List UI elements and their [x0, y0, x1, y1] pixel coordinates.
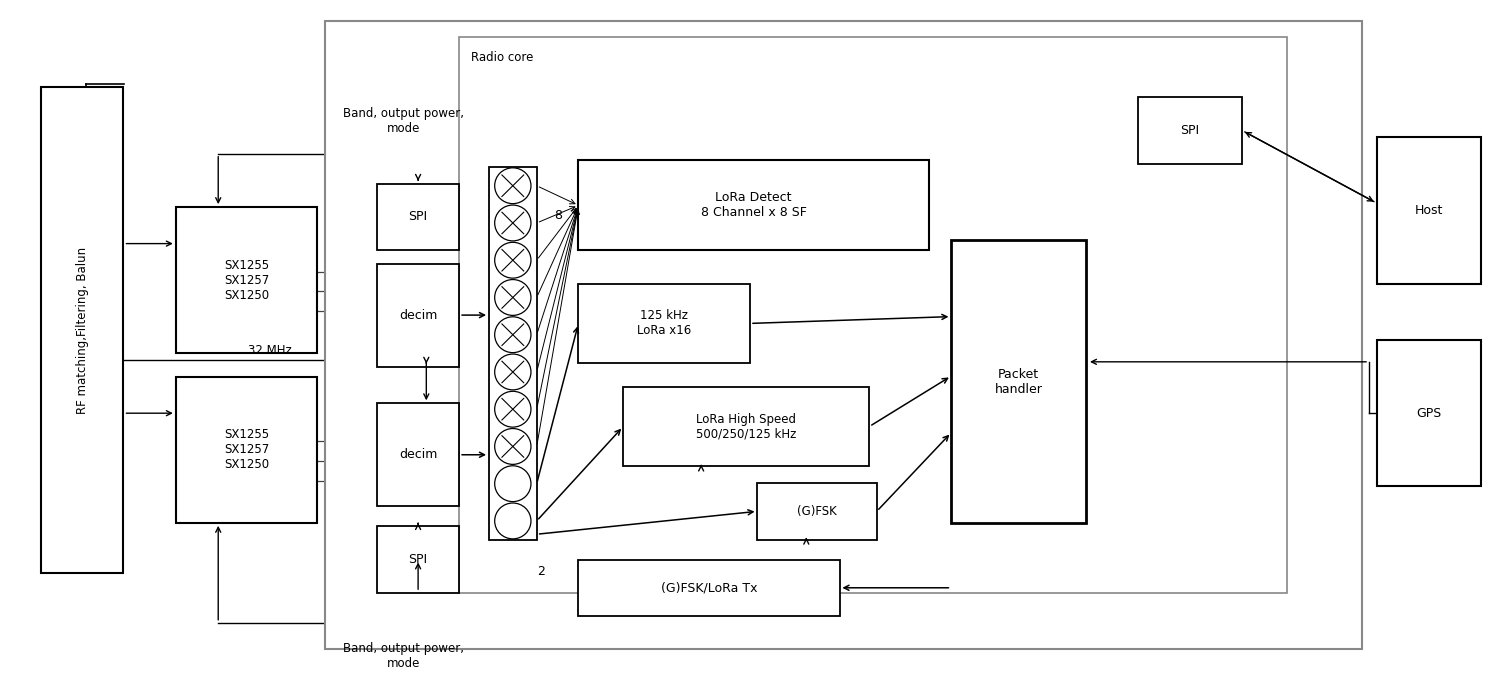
Bar	[376, 403, 459, 506]
Bar	[579, 160, 928, 250]
Bar	[1377, 340, 1480, 486]
Bar	[326, 21, 1362, 649]
Text: Band, output power,
mode: Band, output power, mode	[342, 642, 464, 670]
Bar	[622, 387, 870, 466]
Bar	[579, 284, 750, 364]
Text: decim: decim	[399, 309, 438, 322]
Bar	[42, 87, 123, 573]
Text: RF matching,Filtering, Balun: RF matching,Filtering, Balun	[76, 246, 88, 414]
Text: SPI: SPI	[1180, 124, 1200, 137]
Bar	[176, 207, 318, 353]
Text: Host: Host	[1414, 204, 1443, 217]
Text: Packet
handler: Packet handler	[994, 368, 1042, 395]
Text: SPI: SPI	[408, 211, 428, 223]
Ellipse shape	[495, 280, 531, 315]
Bar	[1138, 97, 1242, 164]
Text: SPI: SPI	[408, 553, 428, 566]
Ellipse shape	[495, 317, 531, 353]
Bar	[376, 263, 459, 367]
Ellipse shape	[495, 391, 531, 427]
Bar	[376, 183, 459, 250]
Ellipse shape	[495, 205, 531, 241]
Bar	[579, 559, 840, 616]
Text: decim: decim	[399, 448, 438, 461]
Ellipse shape	[495, 503, 531, 539]
Ellipse shape	[495, 466, 531, 502]
Bar	[459, 37, 1287, 593]
Bar	[176, 376, 318, 523]
Text: (G)FSK/LoRa Tx: (G)FSK/LoRa Tx	[660, 582, 758, 594]
Bar	[1377, 137, 1480, 284]
Ellipse shape	[495, 168, 531, 204]
Text: 125 kHz
LoRa x16: 125 kHz LoRa x16	[638, 309, 692, 337]
Text: 8: 8	[555, 209, 562, 222]
Bar	[951, 240, 1086, 523]
Ellipse shape	[495, 242, 531, 278]
Bar	[376, 526, 459, 593]
Text: GPS: GPS	[1416, 407, 1442, 420]
Text: (G)FSK: (G)FSK	[796, 505, 837, 518]
Text: Radio core: Radio core	[471, 51, 534, 64]
Text: LoRa Detect
8 Channel x 8 SF: LoRa Detect 8 Channel x 8 SF	[700, 192, 807, 219]
Bar	[489, 167, 537, 540]
Ellipse shape	[495, 429, 531, 464]
Text: 32 MHz: 32 MHz	[248, 343, 292, 357]
Text: Band, output power,
mode: Band, output power, mode	[342, 106, 464, 135]
Text: 2: 2	[537, 565, 544, 577]
Ellipse shape	[495, 354, 531, 390]
Bar	[758, 483, 878, 540]
Text: SX1255
SX1257
SX1250: SX1255 SX1257 SX1250	[224, 259, 268, 302]
Text: LoRa High Speed
500/250/125 kHz: LoRa High Speed 500/250/125 kHz	[696, 412, 796, 441]
Text: SX1255
SX1257
SX1250: SX1255 SX1257 SX1250	[224, 429, 268, 471]
